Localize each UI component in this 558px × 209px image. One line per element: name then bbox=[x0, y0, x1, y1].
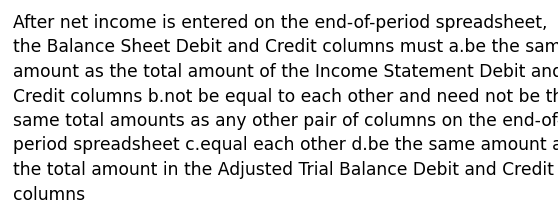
Text: same total amounts as any other pair of columns on the end-of-: same total amounts as any other pair of … bbox=[13, 112, 558, 130]
Text: Credit columns b.not be equal to each other and need not be the: Credit columns b.not be equal to each ot… bbox=[13, 88, 558, 106]
Text: After net income is entered on the end-of-period spreadsheet,: After net income is entered on the end-o… bbox=[13, 14, 547, 32]
Text: the Balance Sheet Debit and Credit columns must a.be the same: the Balance Sheet Debit and Credit colum… bbox=[13, 38, 558, 56]
Text: the total amount in the Adjusted Trial Balance Debit and Credit: the total amount in the Adjusted Trial B… bbox=[13, 161, 554, 179]
Text: amount as the total amount of the Income Statement Debit and: amount as the total amount of the Income… bbox=[13, 63, 558, 81]
Text: period spreadsheet c.equal each other d.be the same amount as: period spreadsheet c.equal each other d.… bbox=[13, 136, 558, 154]
Text: columns: columns bbox=[13, 186, 85, 204]
